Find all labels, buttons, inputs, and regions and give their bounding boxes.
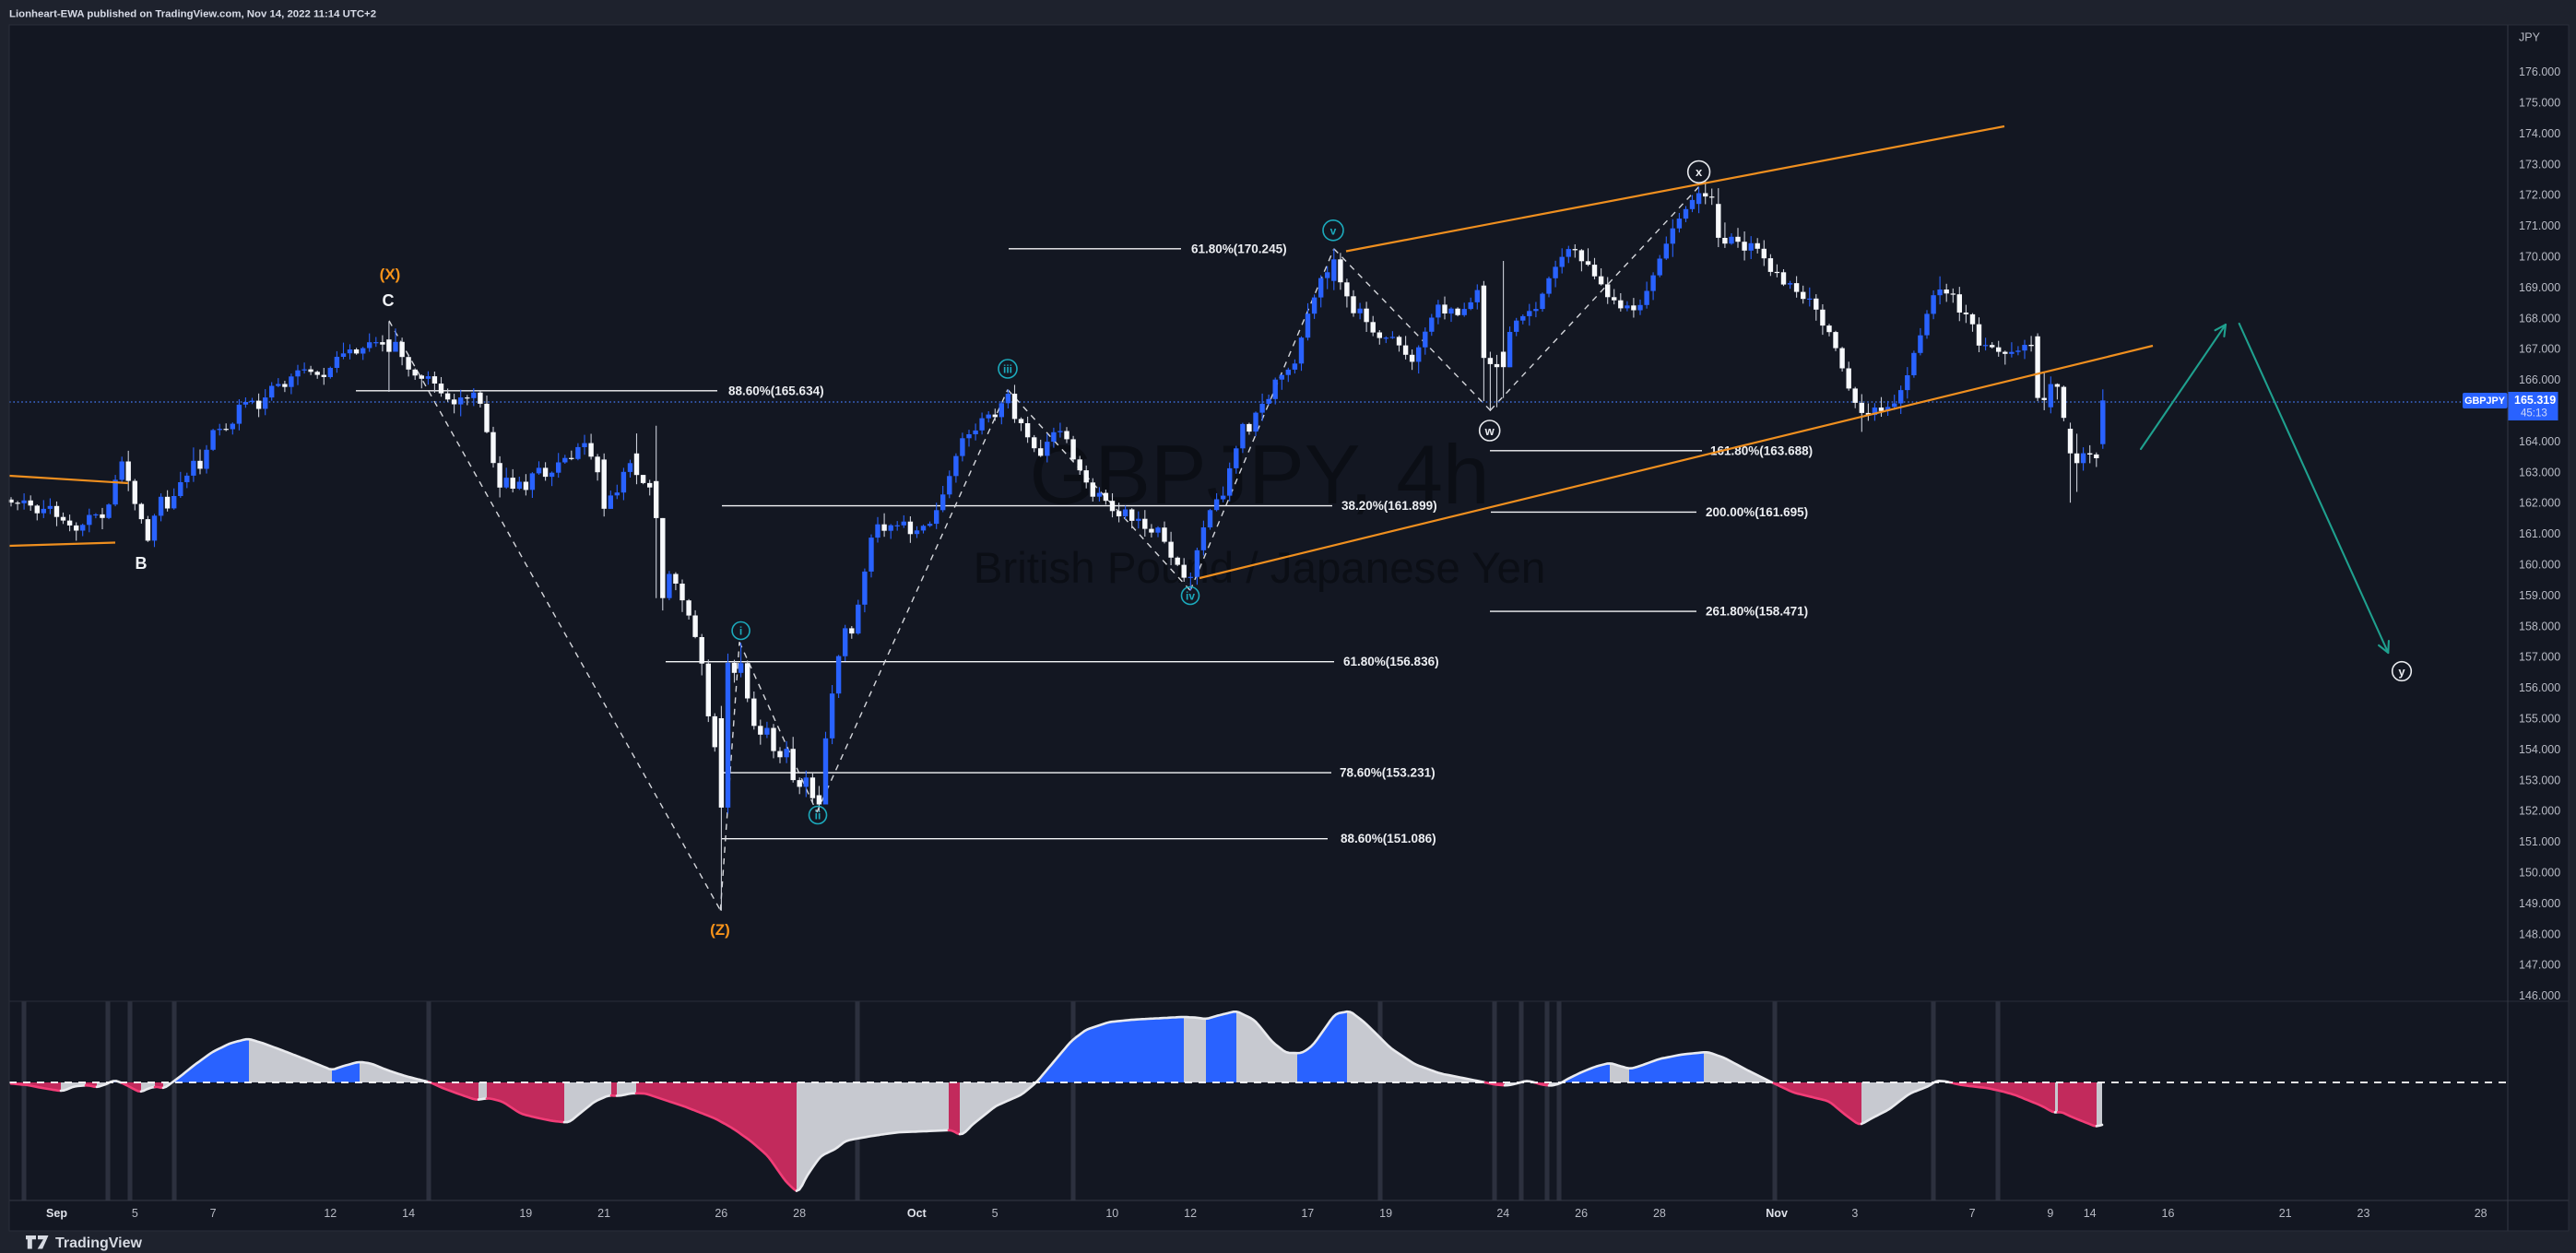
svg-text:21: 21: [597, 1207, 610, 1220]
svg-text:155.000: 155.000: [2519, 713, 2560, 726]
svg-text:61.80%(170.245): 61.80%(170.245): [1191, 242, 1287, 255]
svg-text:151.000: 151.000: [2519, 835, 2560, 848]
svg-text:158.000: 158.000: [2519, 620, 2560, 632]
svg-text:88.60%(151.086): 88.60%(151.086): [1341, 832, 1436, 845]
svg-text:x: x: [1696, 165, 1703, 179]
svg-text:21: 21: [2279, 1207, 2292, 1220]
svg-text:78.60%(153.231): 78.60%(153.231): [1340, 766, 1436, 780]
svg-text:C: C: [383, 291, 395, 310]
svg-text:GBPJPY: GBPJPY: [2464, 396, 2506, 407]
svg-text:261.80%(158.471): 261.80%(158.471): [1706, 605, 1808, 619]
svg-text:88.60%(165.634): 88.60%(165.634): [728, 384, 824, 397]
svg-text:152.000: 152.000: [2519, 805, 2560, 818]
svg-text:166.000: 166.000: [2519, 373, 2560, 386]
svg-text:148.000: 148.000: [2519, 928, 2560, 940]
svg-text:160.000: 160.000: [2519, 559, 2560, 572]
svg-text:174.000: 174.000: [2519, 127, 2560, 140]
svg-text:28: 28: [1653, 1207, 1666, 1220]
svg-text:153.000: 153.000: [2519, 774, 2560, 786]
svg-text:14: 14: [2084, 1207, 2097, 1220]
svg-text:Nov: Nov: [1766, 1207, 1788, 1220]
svg-text:5: 5: [992, 1207, 998, 1220]
svg-text:w: w: [1484, 424, 1495, 438]
svg-text:168.000: 168.000: [2519, 312, 2560, 325]
svg-text:156.000: 156.000: [2519, 681, 2560, 694]
svg-text:16: 16: [2162, 1207, 2175, 1220]
svg-text:3: 3: [1851, 1207, 1858, 1220]
svg-text:19: 19: [1379, 1207, 1392, 1220]
svg-text:(Z): (Z): [710, 921, 730, 939]
svg-text:28: 28: [793, 1207, 806, 1220]
svg-text:26: 26: [715, 1207, 727, 1220]
svg-text:163.000: 163.000: [2519, 466, 2560, 479]
svg-text:24: 24: [1496, 1207, 1509, 1220]
svg-text:23: 23: [2357, 1207, 2370, 1220]
svg-text:172.000: 172.000: [2519, 189, 2560, 202]
svg-text:157.000: 157.000: [2519, 651, 2560, 664]
svg-text:Oct: Oct: [907, 1207, 928, 1220]
svg-text:7: 7: [210, 1207, 217, 1220]
svg-text:176.000: 176.000: [2519, 65, 2560, 78]
svg-text:26: 26: [1575, 1207, 1588, 1220]
svg-text:iv: iv: [1186, 590, 1195, 603]
svg-text:162.000: 162.000: [2519, 497, 2560, 510]
svg-text:149.000: 149.000: [2519, 897, 2560, 910]
svg-text:28: 28: [2475, 1207, 2487, 1220]
svg-text:146.000: 146.000: [2519, 989, 2560, 1002]
svg-text:165.319: 165.319: [2514, 394, 2556, 407]
svg-text:19: 19: [519, 1207, 532, 1220]
svg-text:5: 5: [132, 1207, 138, 1220]
svg-text:(X): (X): [380, 266, 401, 283]
svg-text:i: i: [739, 625, 742, 638]
svg-text:B: B: [136, 554, 148, 573]
svg-text:Sep: Sep: [46, 1207, 67, 1220]
svg-text:173.000: 173.000: [2519, 158, 2560, 171]
svg-text:161.000: 161.000: [2519, 527, 2560, 540]
svg-text:171.000: 171.000: [2519, 219, 2560, 232]
svg-text:ii: ii: [815, 810, 821, 822]
svg-text:Lionheart-EWA published on Tra: Lionheart-EWA published on TradingView.c…: [9, 9, 376, 20]
svg-text:JPY: JPY: [2519, 31, 2541, 44]
svg-text:61.80%(156.836): 61.80%(156.836): [1343, 655, 1439, 668]
svg-text:45:13: 45:13: [2521, 408, 2547, 420]
svg-text:iii: iii: [1003, 363, 1012, 376]
svg-text:38.20%(161.899): 38.20%(161.899): [1341, 499, 1437, 513]
svg-text:9: 9: [2047, 1207, 2053, 1220]
svg-text:12: 12: [324, 1207, 337, 1220]
svg-text:TradingView: TradingView: [55, 1235, 143, 1251]
svg-text:British Pound / Japanese Yen: British Pound / Japanese Yen: [974, 544, 1546, 593]
svg-text:170.000: 170.000: [2519, 251, 2560, 264]
svg-text:147.000: 147.000: [2519, 959, 2560, 972]
svg-text:150.000: 150.000: [2519, 867, 2560, 880]
svg-text:167.000: 167.000: [2519, 343, 2560, 356]
svg-text:y: y: [2398, 665, 2405, 679]
svg-text:169.000: 169.000: [2519, 281, 2560, 294]
svg-text:17: 17: [1301, 1207, 1314, 1220]
svg-text:154.000: 154.000: [2519, 743, 2560, 756]
svg-text:175.000: 175.000: [2519, 97, 2560, 110]
svg-text:164.000: 164.000: [2519, 435, 2560, 448]
svg-text:159.000: 159.000: [2519, 589, 2560, 602]
svg-text:200.00%(161.695): 200.00%(161.695): [1706, 505, 1808, 519]
svg-text:7: 7: [1969, 1207, 1976, 1220]
svg-text:v: v: [1330, 224, 1337, 237]
svg-text:10: 10: [1105, 1207, 1118, 1220]
svg-text:12: 12: [1184, 1207, 1197, 1220]
svg-text:14: 14: [402, 1207, 415, 1220]
